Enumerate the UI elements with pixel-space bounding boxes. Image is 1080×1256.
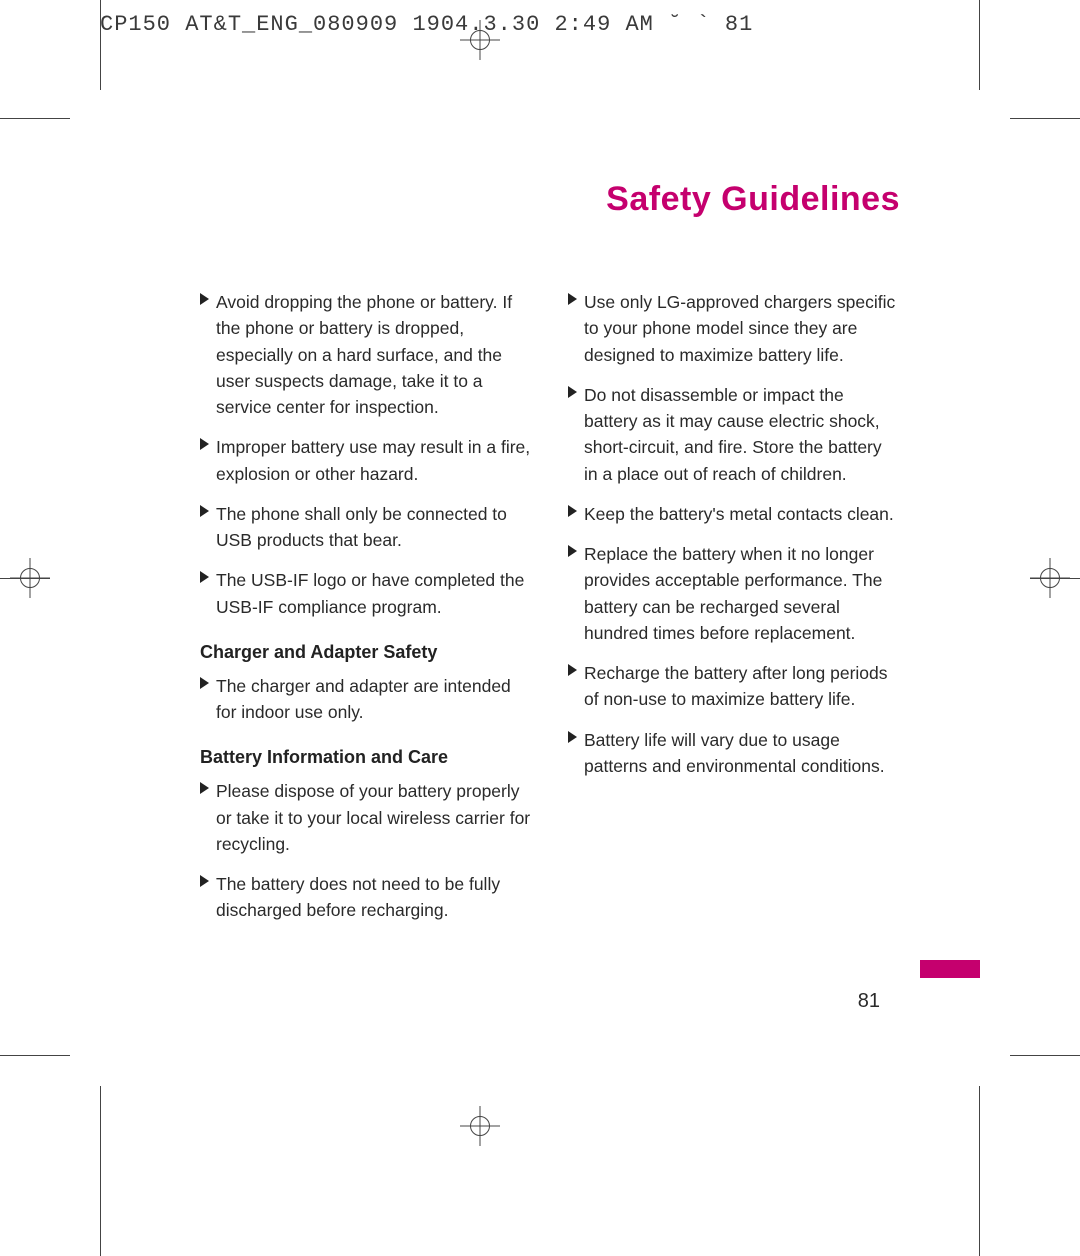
crop-mark xyxy=(0,118,70,119)
registration-mark xyxy=(1030,558,1070,598)
triangle-bullet-icon xyxy=(200,782,209,794)
page-root: CP150 AT&T_ENG_080909 1904.3.30 2:49 AM … xyxy=(0,0,1080,1256)
bullet-text: Please dispose of your battery properly … xyxy=(216,781,530,854)
right-column: Use only LG-approved chargers specific t… xyxy=(568,279,900,938)
bullet-text: Avoid dropping the phone or battery. If … xyxy=(216,292,512,417)
bullet-item: Improper battery use may result in a fir… xyxy=(200,434,532,487)
bullet-text: The phone shall only be connected to USB… xyxy=(216,504,507,550)
registration-mark xyxy=(460,20,500,60)
crop-mark xyxy=(979,0,980,90)
crop-mark xyxy=(979,1086,980,1256)
left-column: Avoid dropping the phone or battery. If … xyxy=(200,279,532,938)
registration-mark xyxy=(10,558,50,598)
section-heading: Battery Information and Care xyxy=(200,747,532,768)
triangle-bullet-icon xyxy=(568,386,577,398)
crop-mark xyxy=(1010,1055,1080,1056)
bullet-item: The USB-IF logo or have completed the US… xyxy=(200,567,532,620)
triangle-bullet-icon xyxy=(568,545,577,557)
bullet-item: Keep the battery's metal contacts clean. xyxy=(568,501,900,527)
triangle-bullet-icon xyxy=(200,505,209,517)
bullet-text: Use only LG-approved chargers specific t… xyxy=(584,292,895,365)
triangle-bullet-icon xyxy=(200,438,209,450)
triangle-bullet-icon xyxy=(200,875,209,887)
triangle-bullet-icon xyxy=(568,293,577,305)
bullet-item: The battery does not need to be fully di… xyxy=(200,871,532,924)
bullet-item: Use only LG-approved chargers specific t… xyxy=(568,289,900,368)
columns: Avoid dropping the phone or battery. If … xyxy=(200,279,900,938)
crop-mark xyxy=(1010,118,1080,119)
triangle-bullet-icon xyxy=(200,677,209,689)
bullet-item: Battery life will vary due to usage patt… xyxy=(568,727,900,780)
page-number: 81 xyxy=(858,990,880,1013)
section-heading: Charger and Adapter Safety xyxy=(200,642,532,663)
bullet-text: The USB-IF logo or have completed the US… xyxy=(216,570,524,616)
triangle-bullet-icon xyxy=(568,731,577,743)
bullet-text: Recharge the battery after long periods … xyxy=(584,663,888,709)
triangle-bullet-icon xyxy=(200,293,209,305)
triangle-bullet-icon xyxy=(568,505,577,517)
crop-mark xyxy=(100,0,101,90)
bullet-text: Do not disassemble or impact the battery… xyxy=(584,385,882,484)
triangle-bullet-icon xyxy=(200,571,209,583)
section-tab xyxy=(920,960,980,978)
bullet-text: The battery does not need to be fully di… xyxy=(216,874,500,920)
page-title: Safety Guidelines xyxy=(200,180,900,219)
crop-mark xyxy=(0,1055,70,1056)
bullet-text: Replace the battery when it no longer pr… xyxy=(584,544,882,643)
bullet-item: Replace the battery when it no longer pr… xyxy=(568,541,900,646)
content-area: Safety Guidelines Avoid dropping the pho… xyxy=(200,180,900,938)
print-header: CP150 AT&T_ENG_080909 1904.3.30 2:49 AM … xyxy=(100,12,753,37)
bullet-item: Please dispose of your battery properly … xyxy=(200,778,532,857)
registration-mark xyxy=(460,1106,500,1146)
bullet-item: The charger and adapter are intended for… xyxy=(200,673,532,726)
bullet-text: The charger and adapter are intended for… xyxy=(216,676,511,722)
bullet-item: Avoid dropping the phone or battery. If … xyxy=(200,289,532,420)
bullet-item: Recharge the battery after long periods … xyxy=(568,660,900,713)
bullet-item: Do not disassemble or impact the battery… xyxy=(568,382,900,487)
bullet-item: The phone shall only be connected to USB… xyxy=(200,501,532,554)
bullet-text: Battery life will vary due to usage patt… xyxy=(584,730,885,776)
bullet-text: Keep the battery's metal contacts clean. xyxy=(584,504,894,524)
triangle-bullet-icon xyxy=(568,664,577,676)
bullet-text: Improper battery use may result in a fir… xyxy=(216,437,530,483)
crop-mark xyxy=(100,1086,101,1256)
